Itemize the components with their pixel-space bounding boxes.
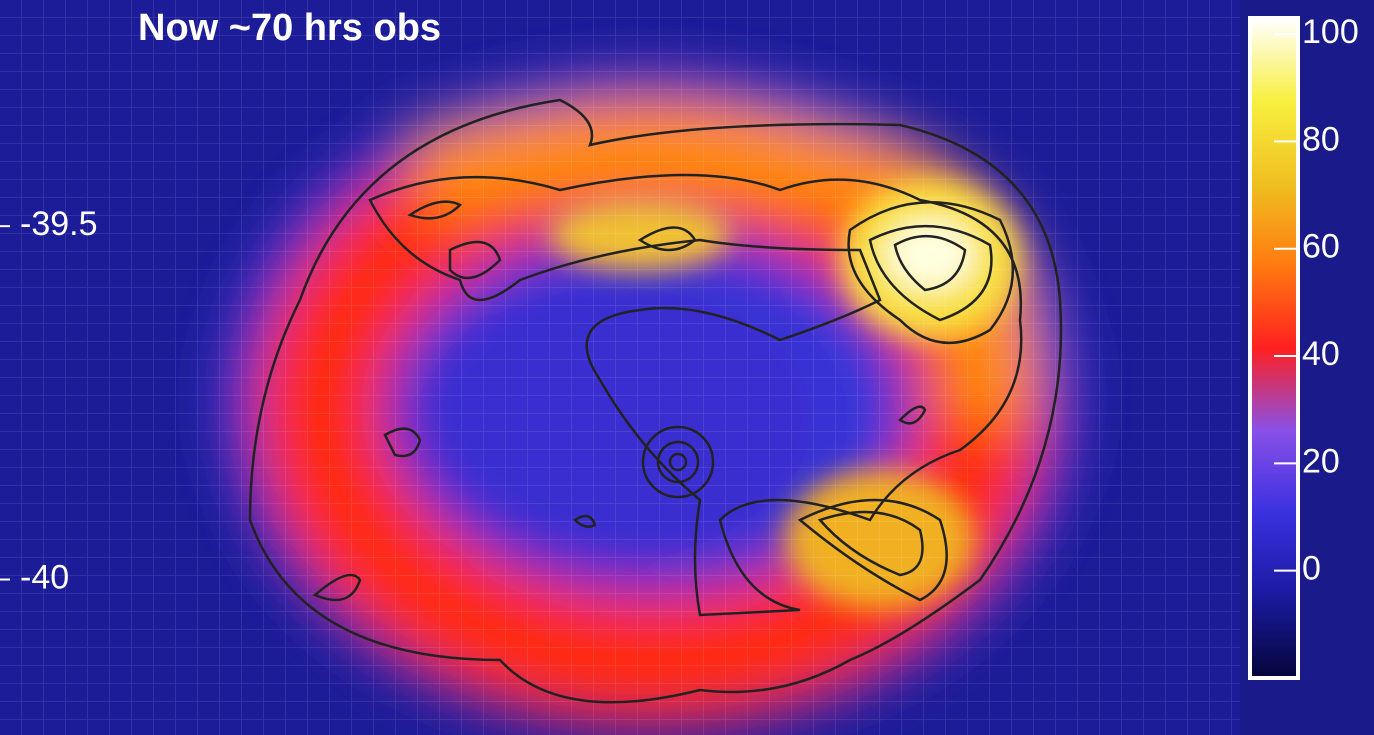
heatmap-image — [0, 0, 1240, 735]
colorbar-tick-label: 80 — [1302, 120, 1340, 158]
colorbar-tick-label: 60 — [1302, 228, 1340, 266]
y-tick-label: -40 — [20, 559, 69, 597]
colorbar-tick-label: 20 — [1302, 442, 1340, 480]
colorbar-tick-label: 40 — [1302, 335, 1340, 373]
colorbar — [1250, 18, 1298, 678]
chart-title: Now ~70 hrs obs — [138, 7, 441, 49]
colorbar-tick-label: 100 — [1302, 13, 1359, 51]
colorbar-tick-label: 0 — [1302, 550, 1321, 588]
y-tick-label: -39.5 — [20, 205, 98, 243]
chart: Now ~70 hrs obs -40 -39.5 0 20 40 60 80 100 — [0, 0, 1374, 735]
